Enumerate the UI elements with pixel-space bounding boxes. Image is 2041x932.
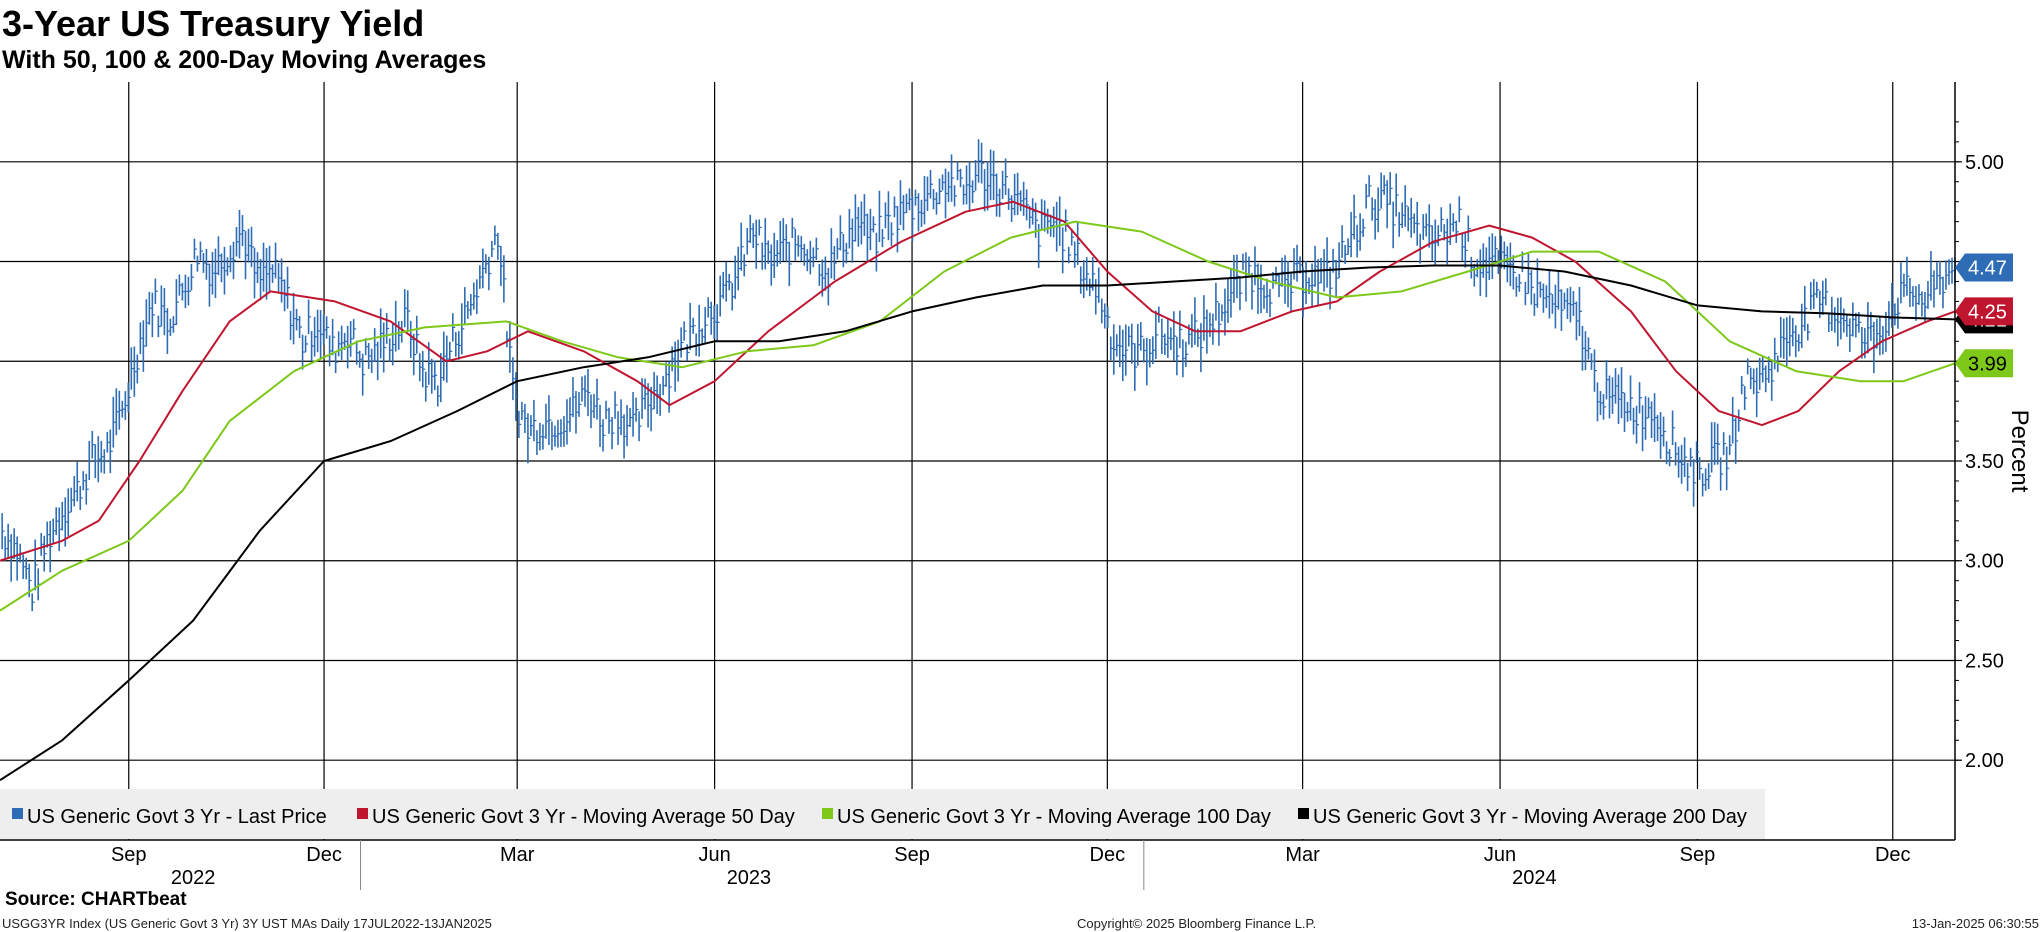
legend-label: US Generic Govt 3 Yr - Last Price [27, 806, 327, 828]
x-tick-label: Mar [1285, 844, 1320, 866]
y-tick-label: 2.00 [1965, 750, 2004, 772]
tag-value: 3.99 [1968, 353, 2007, 375]
source-note: Source: CHARTbeat [5, 889, 187, 910]
x-tick-label: Jun [698, 844, 730, 866]
last-value-tag: 3.99 [1955, 349, 2013, 378]
last-value-tag: 4.25 [1955, 297, 2013, 326]
x-tick-label: Mar [500, 844, 535, 866]
tag-box [1955, 349, 2013, 378]
legend-swatch [357, 808, 368, 819]
footer-timestamp: 13-Jan-2025 06:30:55 [1911, 916, 2039, 931]
ma100-line [0, 220, 1956, 612]
chart-subtitle: With 50, 100 & 200-Day Moving Averages [2, 46, 487, 74]
y-tick-label: 5.00 [1965, 152, 2004, 174]
gridlines [0, 82, 1955, 840]
tag-box [1955, 253, 2013, 282]
x-tick-label: Jun [1484, 844, 1516, 866]
price-series [1, 139, 1956, 612]
legend-label: US Generic Govt 3 Yr - Moving Average 10… [837, 806, 1271, 828]
legend-item: US Generic Govt 3 Yr - Last Price [12, 806, 327, 828]
y-tick-label: 3.00 [1965, 551, 2004, 573]
year-label: 2023 [727, 867, 772, 889]
legend-box [0, 789, 1765, 839]
legend: US Generic Govt 3 Yr - Last Price US Gene… [0, 789, 1765, 839]
footer-index-info: USGG3YR Index (US Generic Govt 3 Yr) 3Y … [2, 916, 492, 931]
ma50-line [0, 200, 1956, 562]
legend-label: US Generic Govt 3 Yr - Moving Average 50… [372, 806, 795, 828]
tag-box [1955, 297, 2013, 326]
footer-copyright: Copyright© 2025 Bloomberg Finance L.P. [1077, 916, 1317, 931]
x-tick-label: Dec [306, 844, 342, 866]
last-value-tags: 4.214.474.253.99 [1955, 253, 2013, 378]
moving-average-lines [0, 200, 1956, 782]
legend-swatch [822, 808, 833, 819]
x-axis: Sep Dec Mar Jun Sep Dec Mar Jun Sep Dec 2022 2023 20… [111, 840, 1911, 890]
chart-title: 3-Year US Treasury Yield [2, 3, 425, 44]
legend-label: US Generic Govt 3 Yr - Moving Average 20… [1313, 806, 1747, 828]
x-tick-label: Dec [1090, 844, 1126, 866]
x-tick-label: Sep [894, 844, 930, 866]
y-tick-label: 2.50 [1965, 650, 2004, 672]
last-value-tag: 4.47 [1955, 253, 2013, 282]
legend-item: US Generic Govt 3 Yr - Moving Average 20… [1298, 806, 1747, 828]
tag-value: 4.47 [1968, 258, 2007, 280]
y-axis-label: Percent [2006, 410, 2033, 493]
x-tick-label: Sep [1680, 844, 1716, 866]
legend-item: US Generic Govt 3 Yr - Moving Average 50… [357, 806, 795, 828]
x-tick-label: Sep [111, 844, 147, 866]
legend-item: US Generic Govt 3 Yr - Moving Average 10… [822, 806, 1271, 828]
ma200-line [0, 264, 1956, 782]
tag-value: 4.25 [1968, 301, 2007, 323]
year-label: 2022 [171, 867, 216, 889]
legend-swatch [12, 808, 23, 819]
legend-swatch [1298, 808, 1309, 819]
y-tick-label: 3.50 [1965, 451, 2004, 473]
year-label: 2024 [1512, 867, 1557, 889]
x-tick-label: Dec [1875, 844, 1911, 866]
